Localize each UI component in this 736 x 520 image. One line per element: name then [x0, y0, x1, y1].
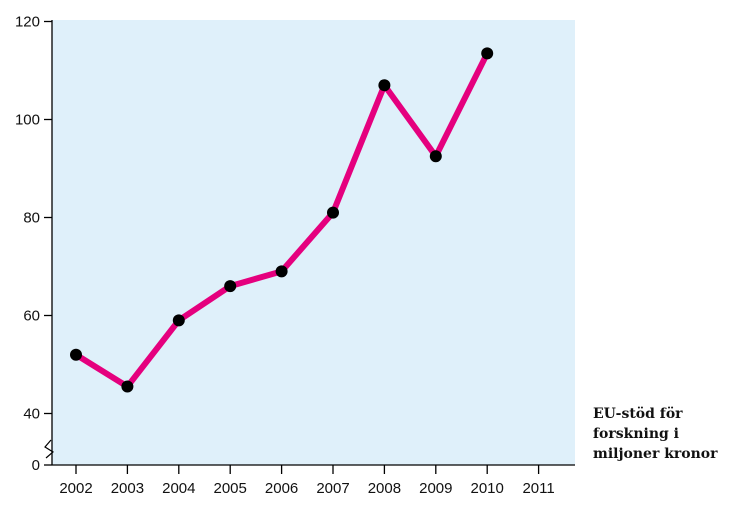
x-tick-label: 2008 [368, 480, 401, 497]
x-tick-label: 2002 [59, 480, 92, 497]
data-point [224, 280, 237, 293]
y-tick-label: 0 [32, 457, 40, 474]
y-tick-label: 120 [15, 14, 40, 31]
x-tick-label: 2009 [419, 480, 452, 497]
y-tick-label: 60 [23, 308, 40, 325]
x-tick-label: 2005 [214, 480, 247, 497]
data-point [172, 314, 185, 327]
y-tick-label: 80 [23, 210, 40, 227]
chart-caption: EU-stöd för forskning i miljoner kronor [593, 404, 733, 464]
x-tick-label: 2010 [471, 480, 504, 497]
x-tick-label: 2004 [162, 480, 195, 497]
data-point [429, 150, 442, 163]
y-tick-label: 40 [23, 406, 40, 423]
data-point [327, 206, 339, 219]
data-point [275, 265, 288, 278]
axis-break-icon [44, 439, 55, 459]
plot-area [52, 20, 575, 465]
data-point [121, 380, 134, 393]
data-point [481, 47, 494, 60]
x-tick-label: 2007 [316, 480, 349, 497]
x-tick-label: 2003 [111, 480, 144, 497]
x-tick-label: 2011 [522, 480, 554, 497]
data-point [70, 348, 82, 361]
x-tick-label: 2006 [265, 480, 298, 497]
caption-line: EU-stöd för [593, 406, 683, 422]
data-point [378, 79, 391, 92]
y-tick-label: 100 [15, 112, 40, 129]
caption-line: forskning i [593, 426, 679, 442]
caption-line: miljoner kronor [593, 446, 718, 462]
